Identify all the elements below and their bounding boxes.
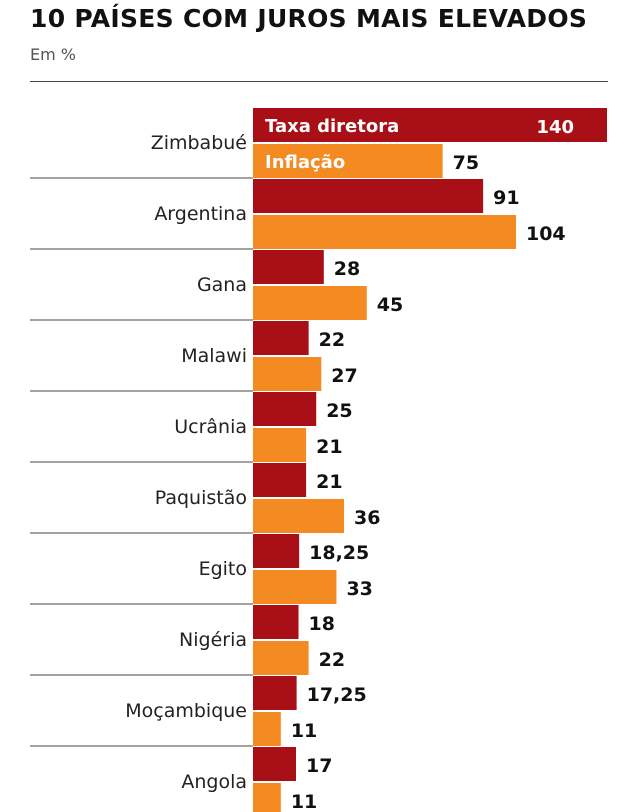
bar-taxa-diretora xyxy=(253,605,299,639)
value-label: 18 xyxy=(309,613,335,635)
value-label: 11 xyxy=(291,791,317,812)
legend-label: Inflação xyxy=(265,152,345,173)
value-label: 27 xyxy=(331,365,357,387)
bar-taxa-diretora xyxy=(253,250,324,284)
value-label: 104 xyxy=(526,223,566,245)
category-label: Ucrânia xyxy=(174,416,247,438)
value-label: 21 xyxy=(316,471,342,493)
category-label: Zimbabué xyxy=(151,132,247,154)
category-label: Paquistão xyxy=(155,487,247,509)
category-label: Argentina xyxy=(154,203,247,225)
bar-taxa-diretora xyxy=(253,392,317,426)
bar-inflacao xyxy=(253,286,367,320)
bar-taxa-diretora xyxy=(253,676,297,710)
bar-taxa-diretora xyxy=(253,108,607,142)
bar-taxa-diretora xyxy=(253,747,296,781)
bar-inflacao xyxy=(253,570,337,604)
bar-taxa-diretora xyxy=(253,321,309,355)
legend-label: Taxa diretora xyxy=(265,116,399,137)
bar-inflacao xyxy=(253,499,345,533)
value-label: 21 xyxy=(316,436,342,458)
header-divider xyxy=(30,81,608,82)
bar-inflacao xyxy=(253,712,281,746)
bar-taxa-diretora xyxy=(253,534,300,568)
chart-subtitle: Em % xyxy=(30,45,76,64)
value-label: 91 xyxy=(493,187,519,209)
bar-inflacao xyxy=(253,641,309,675)
value-label: 28 xyxy=(334,258,360,280)
value-label: 140 xyxy=(536,117,574,138)
bar-taxa-diretora xyxy=(253,179,484,213)
category-label: Egito xyxy=(199,558,247,580)
bar-inflacao xyxy=(253,144,443,178)
bar-inflacao xyxy=(253,428,307,462)
value-label: 22 xyxy=(319,649,345,671)
value-label: 33 xyxy=(346,578,372,600)
chart-title: 10 PAÍSES COM JUROS MAIS ELEVADOS xyxy=(30,4,588,33)
bar-taxa-diretora xyxy=(253,463,307,497)
value-label: 17 xyxy=(306,755,332,777)
bar-inflacao xyxy=(253,357,322,391)
value-label: 17,25 xyxy=(307,684,367,706)
value-label: 45 xyxy=(377,294,403,316)
category-label: Angola xyxy=(181,771,247,793)
bar-inflacao xyxy=(253,215,516,249)
category-label: Gana xyxy=(197,274,247,296)
bar-inflacao xyxy=(253,783,281,812)
value-label: 22 xyxy=(319,329,345,351)
category-label: Nigéria xyxy=(179,629,247,651)
value-label: 11 xyxy=(291,720,317,742)
value-label: 25 xyxy=(326,400,352,422)
value-label: 36 xyxy=(354,507,380,529)
category-label: Malawi xyxy=(181,345,247,367)
category-label: Moçambique xyxy=(125,700,247,722)
value-label: 75 xyxy=(453,152,479,174)
value-label: 18,25 xyxy=(309,542,369,564)
